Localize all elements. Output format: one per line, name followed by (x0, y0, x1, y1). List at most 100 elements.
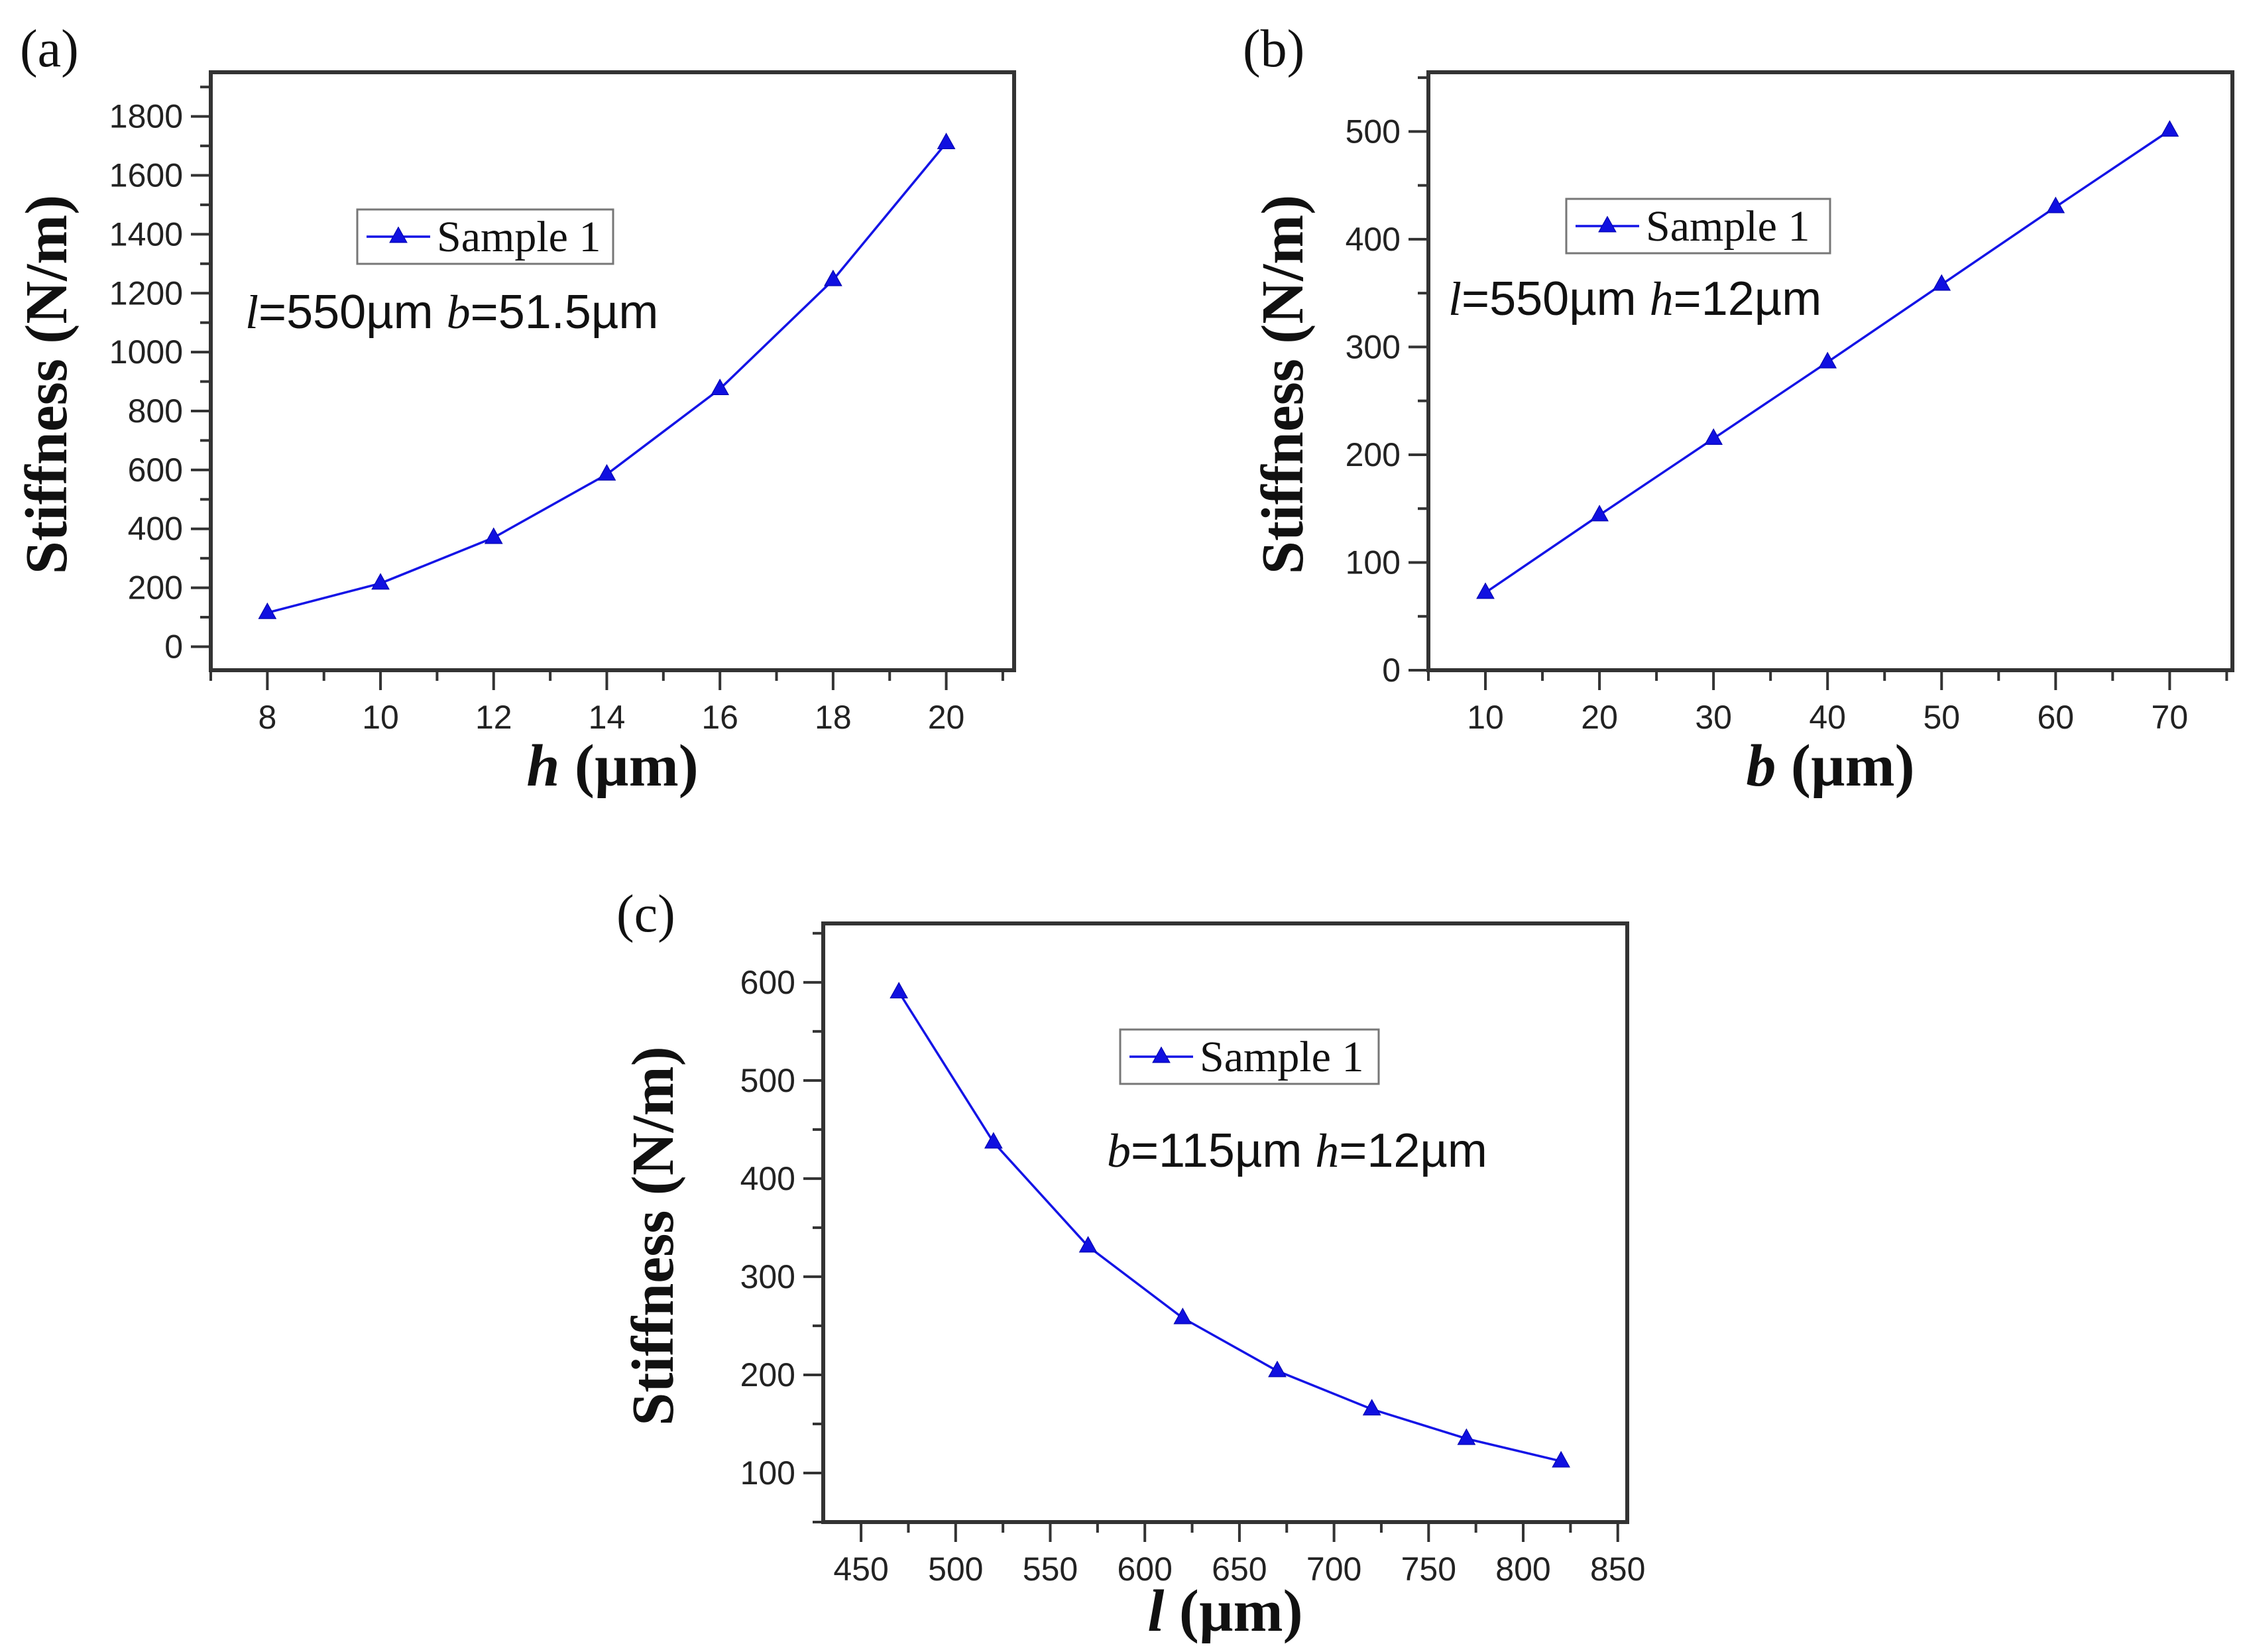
annotation-value-2: =12µm (1339, 1124, 1487, 1177)
x-tick-label: 14 (589, 699, 626, 736)
x-tick-label: 16 (701, 699, 738, 736)
annotation-var-2: b (447, 286, 471, 339)
plot-frame (209, 70, 1016, 672)
y-tick-label: 400 (128, 510, 183, 548)
x-tick-label: 30 (1695, 699, 1732, 736)
plot-frame (1426, 70, 2234, 672)
y-tick-label: 300 (1346, 328, 1401, 365)
x-tick-label: 700 (1306, 1551, 1361, 1588)
data-point (711, 379, 730, 396)
x-tick-label: 70 (2152, 699, 2189, 736)
data-point (984, 1132, 1003, 1149)
x-tick-label: 10 (362, 699, 399, 736)
y-tick-label: 400 (1346, 221, 1401, 258)
annotation-value-1: =115µm (1131, 1124, 1315, 1177)
legend-marker-icon (1152, 1046, 1171, 1063)
x-axis-variable: h (526, 733, 559, 799)
y-tick-label: 500 (1346, 113, 1401, 150)
x-axis-title: l (µm) (1147, 1578, 1302, 1644)
data-point (1818, 351, 1837, 369)
legend-marker-icon (389, 226, 408, 243)
data-point (1590, 504, 1609, 522)
x-tick-label: 450 (833, 1551, 888, 1588)
chart-panel-b: (b) 0 100 200 300 400 500 10 20 30 40 50 60 70 Stiffne… (1243, 20, 2234, 799)
x-axis-title: h (µm) (526, 733, 698, 799)
x-tick-label: 20 (1581, 699, 1618, 736)
data-point (1362, 1399, 1381, 1416)
annotation-var-2: h (1650, 272, 1674, 325)
y-tick-label: 1800 (109, 98, 183, 135)
annotation-var-1: b (1107, 1124, 1131, 1177)
parameter-annotation: b=115µm h=12µm (1107, 1124, 1487, 1177)
x-axis-unit: (µm) (1164, 1578, 1302, 1644)
x-tick-label: 850 (1590, 1551, 1645, 1588)
annotation-value-2: =51.5µm (471, 286, 659, 339)
annotation-var-1: l (245, 286, 259, 339)
data-point (2046, 196, 2065, 213)
y-tick-label: 200 (740, 1356, 795, 1393)
plot-frame (821, 921, 1629, 1524)
legend-marker-icon (1598, 215, 1617, 233)
x-tick-label: 50 (1923, 699, 1960, 736)
y-tick-label: 100 (740, 1454, 795, 1492)
x-tick-label: 20 (928, 699, 965, 736)
data-point (1552, 1450, 1570, 1468)
legend: Sample 1 (1119, 1028, 1380, 1085)
data-point (2160, 120, 2179, 137)
y-tick-label: 600 (740, 964, 795, 1001)
panel-label: (a) (20, 20, 79, 78)
data-point (1078, 1236, 1098, 1253)
y-tick-label: 1000 (109, 333, 183, 371)
x-tick-label: 10 (1467, 699, 1504, 736)
y-axis-title: Stiffness (N/m) (1250, 195, 1316, 574)
annotation-var-2: h (1315, 1124, 1339, 1177)
x-axis-unit: (µm) (1776, 733, 1914, 799)
x-axis-unit: (µm) (559, 733, 698, 799)
y-axis-title: Stiffness (N/m) (14, 195, 80, 574)
y-tick-label: 0 (1382, 652, 1401, 689)
x-tick-label: 60 (2037, 699, 2074, 736)
panel-label: (b) (1243, 20, 1304, 78)
x-axis-variable: b (1746, 733, 1776, 799)
legend: Sample 1 (356, 208, 614, 265)
parameter-annotation: l=550µm h=12µm (1448, 272, 1821, 325)
y-tick-label: 600 (128, 451, 183, 489)
data-point (371, 573, 390, 590)
y-tick-label: 100 (1346, 544, 1401, 581)
y-tick-label: 1400 (109, 215, 183, 253)
data-point (484, 527, 503, 544)
chart-panel-c: (c) 100 200 300 400 500 600 450 500 550 600 650 700 7… (616, 885, 1645, 1644)
x-tick-label: 600 (1117, 1551, 1172, 1588)
data-point (1932, 274, 1951, 291)
data-point (597, 463, 616, 481)
x-axis-variable: l (1147, 1578, 1164, 1644)
y-tick-label: 200 (128, 569, 183, 607)
parameter-annotation: l=550µm b=51.5µm (245, 286, 658, 339)
legend-label: Sample 1 (1646, 202, 1810, 251)
legend: Sample 1 (1565, 198, 1831, 255)
data-point (890, 982, 909, 999)
x-axis-title: b (µm) (1746, 733, 1914, 799)
y-axis-title: Stiffness (N/m) (620, 1046, 686, 1425)
data-point (1704, 428, 1723, 445)
x-tick-label: 650 (1212, 1551, 1267, 1588)
chart-panel-a: (a) 0 200 400 600 800 1000 1200 1400 1600 1800 8 10 1… (14, 20, 1016, 799)
y-tick-label: 200 (1346, 436, 1401, 473)
x-tick-label: 40 (1809, 699, 1846, 736)
data-point (1173, 1307, 1192, 1325)
x-tick-label: 18 (815, 699, 852, 736)
y-tick-label: 1200 (109, 274, 183, 312)
data-point (937, 133, 956, 150)
x-tick-label: 800 (1495, 1551, 1550, 1588)
x-tick-label: 750 (1401, 1551, 1456, 1588)
data-point (1268, 1360, 1287, 1378)
legend-label: Sample 1 (437, 213, 601, 261)
panel-label: (c) (616, 885, 675, 943)
data-point (258, 602, 277, 619)
x-tick-label: 8 (258, 699, 276, 736)
x-tick-label: 550 (1023, 1551, 1078, 1588)
y-tick-label: 400 (740, 1160, 795, 1197)
x-tick-label: 12 (475, 699, 512, 736)
y-tick-label: 1600 (109, 157, 183, 194)
